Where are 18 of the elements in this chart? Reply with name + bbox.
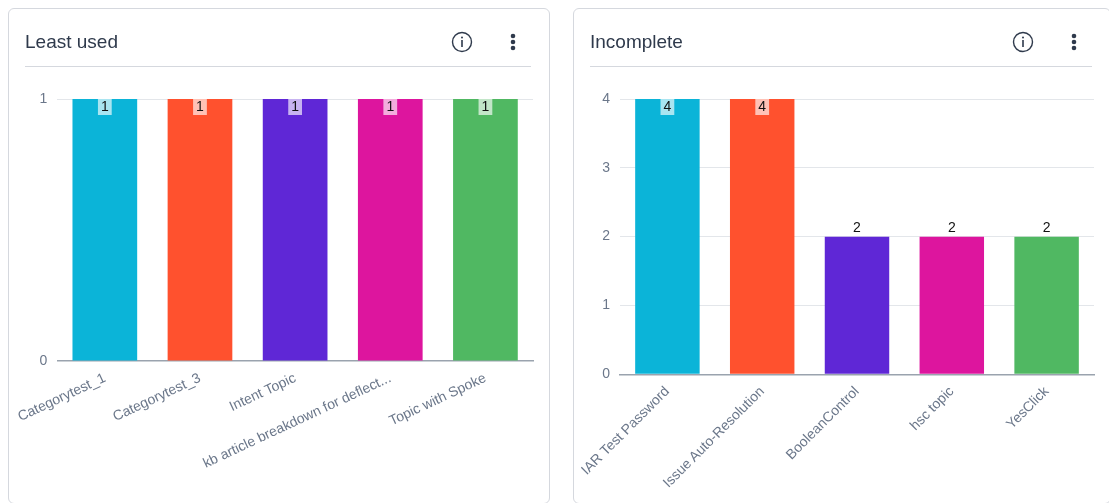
y-tick-label: 2: [602, 227, 611, 244]
y-tick-label: 4: [602, 89, 611, 106]
data-label: 1: [196, 97, 205, 114]
chart-title: Least used: [25, 31, 118, 53]
data-label: 1: [100, 97, 109, 114]
data-label: 1: [386, 97, 395, 114]
chart-title: Incomplete: [590, 31, 683, 53]
data-label: 4: [758, 97, 767, 114]
data-label: 2: [947, 219, 956, 236]
y-tick-label: 0: [39, 351, 48, 368]
y-tick-label: 3: [602, 158, 611, 175]
data-label: 1: [481, 97, 490, 114]
data-label: 4: [663, 97, 672, 114]
y-tick-label: 0: [602, 365, 611, 382]
y-tick-label: 1: [602, 296, 611, 313]
data-label: 1: [291, 97, 300, 114]
data-label: 2: [853, 219, 862, 236]
data-label: 2: [1042, 219, 1051, 236]
